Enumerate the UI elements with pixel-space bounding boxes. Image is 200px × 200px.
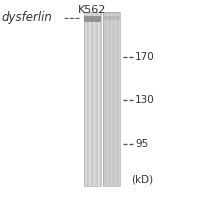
Bar (84, 12, 101, 186)
Bar (89, 12, 90, 186)
Bar (98, 12, 99, 186)
Bar (114, 12, 115, 186)
Bar (103, 12, 120, 186)
Bar (86, 12, 87, 186)
Bar (118, 12, 119, 186)
Bar (110, 12, 111, 186)
Text: 130: 130 (135, 95, 155, 105)
Bar (92, 12, 93, 186)
Text: (kD): (kD) (131, 174, 153, 184)
Bar (105, 12, 106, 186)
Bar (104, 12, 105, 186)
Bar (87, 12, 88, 186)
Bar (116, 12, 117, 186)
Bar (109, 12, 110, 186)
Bar (108, 12, 109, 186)
Bar (112, 12, 113, 186)
Bar (107, 12, 108, 186)
Bar (115, 12, 116, 186)
Text: 170: 170 (135, 52, 155, 62)
Bar (117, 12, 118, 186)
Bar (106, 12, 107, 186)
Bar (119, 12, 120, 186)
Bar (94, 12, 95, 186)
Bar (103, 12, 104, 186)
Text: dysferlin: dysferlin (1, 11, 52, 24)
Bar (111, 12, 112, 186)
Text: K562: K562 (78, 5, 106, 15)
Bar (90, 12, 91, 186)
Text: 95: 95 (135, 139, 148, 149)
Bar (96, 12, 97, 186)
Bar (88, 12, 89, 186)
Bar (93, 12, 94, 186)
Bar (84, 16, 101, 22)
Bar (99, 12, 100, 186)
Bar (92, 12, 93, 186)
Bar (84, 12, 85, 186)
Bar (97, 12, 98, 186)
Bar (103, 16, 120, 20)
Bar (113, 12, 114, 186)
Bar (85, 12, 86, 186)
Bar (100, 12, 101, 186)
Bar (91, 12, 92, 186)
Bar (95, 12, 96, 186)
